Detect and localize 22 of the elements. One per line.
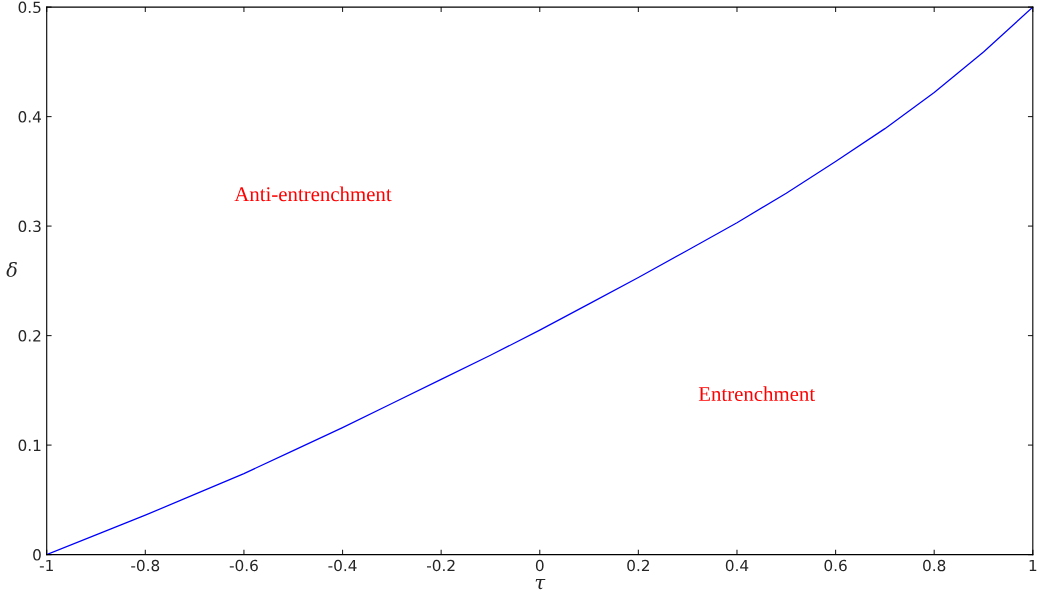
x-tick-label: 0.2 <box>627 559 649 572</box>
x-tick-label: -0.4 <box>328 559 357 572</box>
x-tick-label: -0.8 <box>131 559 160 572</box>
y-axis-title: δ <box>6 261 17 278</box>
y-tick-label: 0.4 <box>18 111 41 123</box>
x-tick-label: -0.6 <box>229 559 258 572</box>
y-tick-label: 0.2 <box>18 330 41 342</box>
y-tick-label: 0.5 <box>18 1 41 14</box>
line-series <box>46 7 1033 555</box>
annotation: Entrenchment <box>698 386 816 402</box>
y-tick-label: 0.3 <box>18 220 41 233</box>
x-tick-label: 1 <box>1029 559 1037 572</box>
y-tick-label: 0.1 <box>18 439 41 452</box>
x-tick-label: -1 <box>39 559 53 572</box>
x-tick-label: 0 <box>535 559 544 572</box>
x-tick-label: -0.2 <box>426 559 455 572</box>
annotation: Anti-entrenchment <box>234 186 392 202</box>
x-axis-title: τ <box>535 578 546 590</box>
x-tick-label: 0.4 <box>725 559 749 572</box>
y-tick-label: 0 <box>33 549 41 561</box>
x-tick-label: 0.6 <box>824 559 847 572</box>
x-tick-label: 0.8 <box>923 559 946 572</box>
